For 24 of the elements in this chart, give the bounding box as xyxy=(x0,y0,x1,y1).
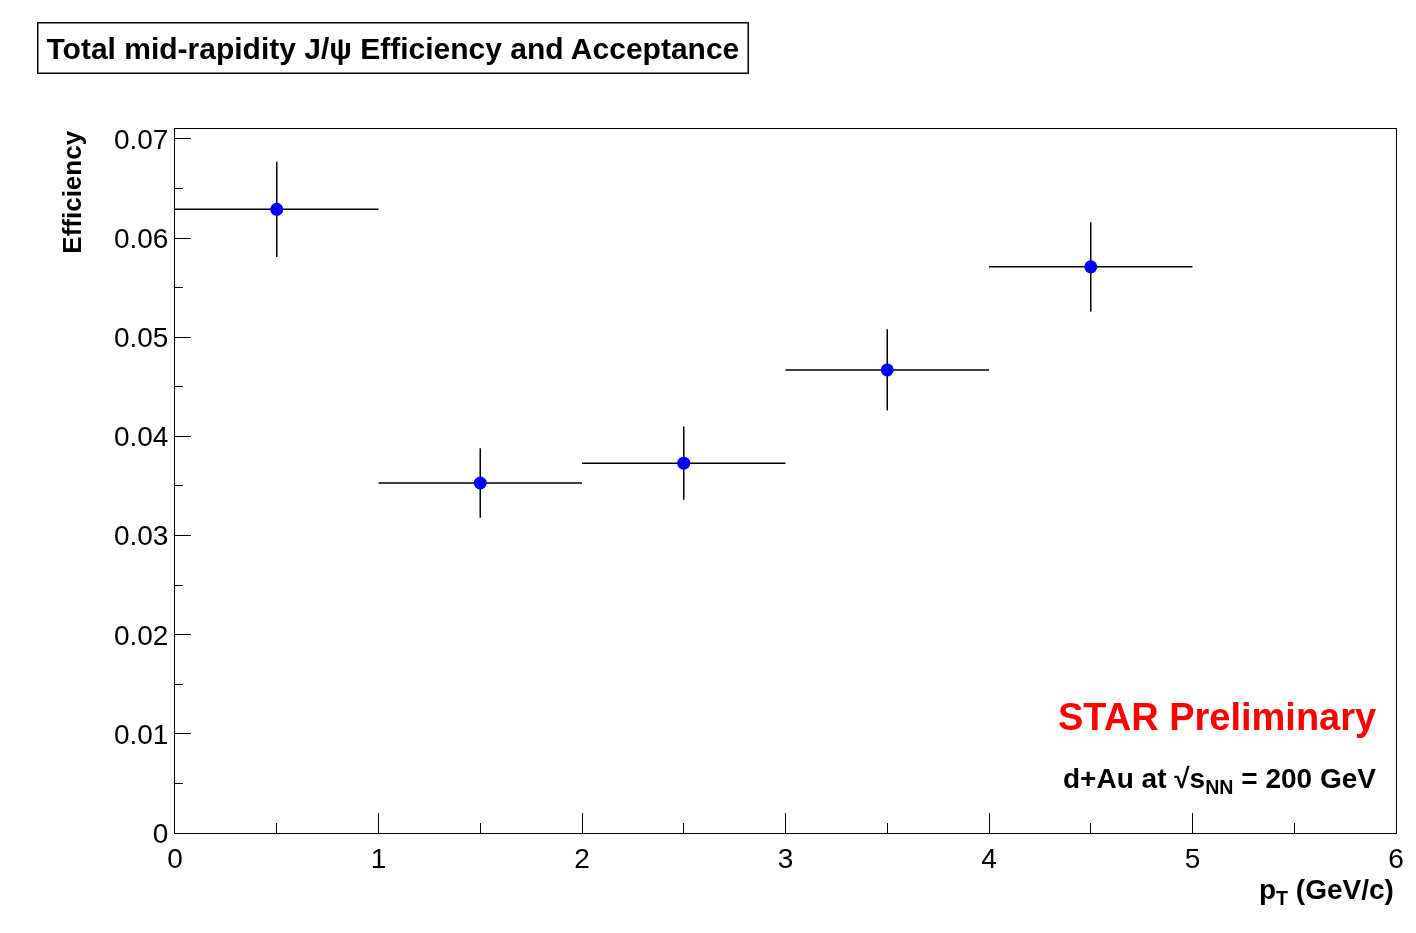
y-tick-label: 0.03 xyxy=(113,520,169,552)
x-tick-label: 3 xyxy=(777,842,794,874)
point xyxy=(473,476,487,490)
point xyxy=(880,363,894,377)
y-tick-label: 0.04 xyxy=(113,421,169,453)
y-tick-label: 0.02 xyxy=(113,619,169,651)
x-tick-label: 6 xyxy=(1388,842,1404,874)
y-tick-label: 0.01 xyxy=(113,718,169,750)
y-tick-label: 0 xyxy=(152,817,169,849)
y-tick-label: 0.07 xyxy=(113,123,169,155)
x-tick-label: 2 xyxy=(574,842,590,874)
x-tick-label: 4 xyxy=(981,842,997,874)
annotation: STAR Preliminary xyxy=(1058,696,1377,738)
x-tick-label: 5 xyxy=(1184,842,1201,874)
x-tick-label: 1 xyxy=(370,842,387,874)
point xyxy=(270,202,284,216)
point xyxy=(1084,260,1098,274)
y-tick-label: 0.05 xyxy=(113,322,169,354)
point xyxy=(677,456,691,470)
x-axis-title: p$_{T}$ (GeV/c) xyxy=(1259,874,1394,909)
y-tick-label: 0.06 xyxy=(113,222,169,254)
y-axis-title: Efficiency xyxy=(56,130,87,254)
chart-title: Total mid-rapidity J/ψ Efficiency and Acceptance xyxy=(46,31,740,65)
annotation: d+Au at √s$_{NN}$ = 200 GeV xyxy=(1063,763,1377,798)
